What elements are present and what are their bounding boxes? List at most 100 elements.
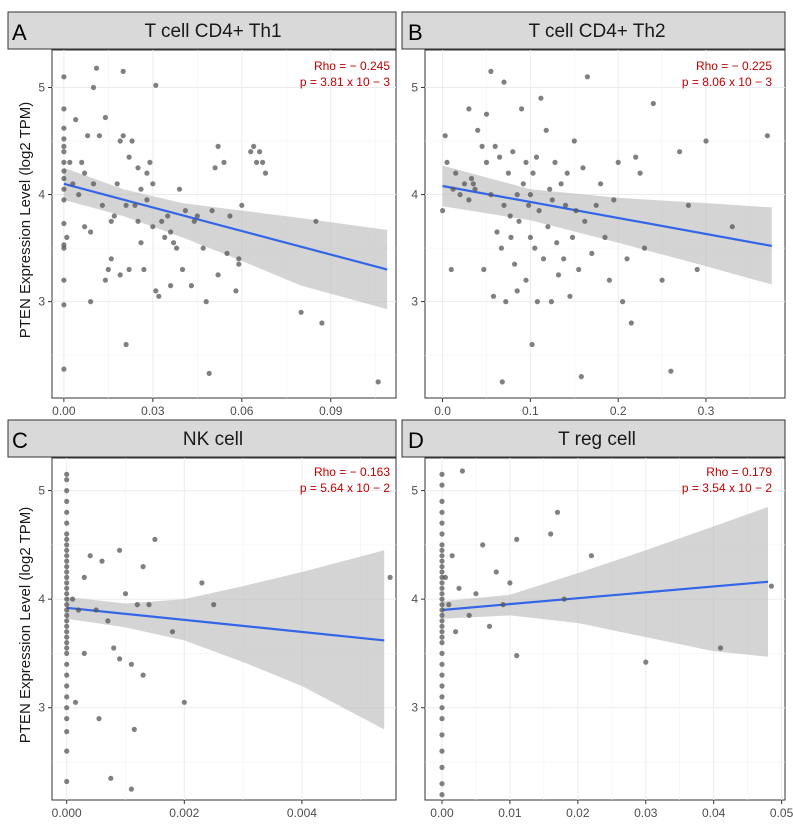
panel-d-x-tick-label: 0.03 <box>634 806 658 820</box>
panel-b-fit-line <box>442 184 773 248</box>
panel-a-data-point <box>191 218 197 224</box>
panel-b-data-point <box>532 245 538 251</box>
panel-b-data-point <box>499 379 505 385</box>
panel-a-data-point <box>120 68 126 74</box>
panel-d-data-point <box>439 520 445 526</box>
panel-a-data-point <box>262 170 269 176</box>
panel-a-data-point <box>61 143 67 149</box>
panel-c-x-tick-label: 0.002 <box>169 806 199 820</box>
panel-b-data-point <box>650 100 656 107</box>
panel-c-data-point <box>169 629 176 635</box>
panel-a-confidence-band <box>63 167 388 310</box>
panel-c-data-point <box>111 645 117 651</box>
panel-b-data-point <box>729 224 735 230</box>
panel-c-data-point <box>122 591 129 597</box>
panel-c-data-point <box>64 471 70 477</box>
panel-b-data-point <box>549 197 555 203</box>
panel-d-y-tick-label: 4 <box>411 592 418 606</box>
panel-b-data-point <box>584 74 591 80</box>
panel-c-fit-line <box>66 606 385 642</box>
panel-a-data-point <box>150 181 156 187</box>
panel-d-points <box>439 468 775 798</box>
panel-b-data-point <box>593 202 599 208</box>
panel-c-data-point <box>64 645 70 651</box>
panel-b-pvalue: p = 8.06 x 10 − 3 <box>682 75 772 89</box>
panel-b-strip <box>401 11 786 50</box>
panel-d-data-point <box>439 716 445 722</box>
panel-c-data-point <box>140 672 146 678</box>
panel-b-data-point <box>543 127 549 133</box>
panel-d-data-point <box>439 623 445 629</box>
panel-a-data-point <box>70 181 76 187</box>
panel-a-data-point <box>123 202 129 208</box>
panel-d-data-point <box>439 650 445 657</box>
panel-a-data-point <box>88 229 94 235</box>
panel-a-x-tick-label: 0.06 <box>230 404 254 418</box>
panel-d-data-point <box>439 748 445 754</box>
panel-c-data-point <box>64 716 70 722</box>
panel-b-confidence-band <box>442 165 772 285</box>
panel-b-data-point <box>526 202 532 208</box>
panel-d-data-point <box>439 683 445 689</box>
panel-c-data-point <box>64 585 70 591</box>
panel-a-data-point <box>206 370 212 376</box>
panel-b-ci-band <box>442 165 772 285</box>
panel-a-data-point <box>132 202 138 208</box>
panel-d-y-tick-label: 3 <box>411 701 418 715</box>
panel-a-data-point <box>82 224 88 230</box>
panel-a-data-point <box>224 250 230 256</box>
panel-b-data-point <box>571 138 577 144</box>
panel-a-data-point <box>138 186 144 192</box>
panel-d-data-point <box>439 634 445 640</box>
panel-c-data-point <box>75 607 82 613</box>
panel-a-data-point <box>254 159 260 165</box>
panel-a-data-point <box>102 114 108 121</box>
panel-b-data-point <box>554 240 560 246</box>
panel-a-data-point <box>99 202 105 208</box>
panel-b-data-point <box>580 165 586 171</box>
panel-c-data-point <box>146 602 152 608</box>
panel-b-data-point <box>552 159 558 165</box>
panel-b-data-point <box>628 320 634 326</box>
panel-a-data-point <box>61 106 67 112</box>
panel-c-data-point <box>181 699 187 705</box>
panel-c-rho: Rho = − 0.163 <box>314 465 390 479</box>
panel-b-data-point <box>511 261 518 267</box>
panel-b-data-point <box>545 224 551 230</box>
panel-c: C NK cell 0.000 0.002 0.004 3 4 5 Rho = − 0.1… <box>7 419 397 820</box>
panel-c-data-point <box>64 509 70 515</box>
panel-a-data-point <box>174 245 180 251</box>
panel-b-data-point <box>483 159 490 165</box>
panel-a-data-point <box>76 192 82 198</box>
panel-d-data-point <box>486 623 493 629</box>
panel-a-data-point <box>61 242 67 248</box>
panel-b-data-point <box>492 143 498 149</box>
panel-a-data-point <box>313 218 319 224</box>
panel-c-data-point <box>64 574 70 581</box>
panel-b-data-point <box>519 106 525 112</box>
panel-a-data-point <box>212 165 218 171</box>
panel-b-data-point <box>533 154 540 160</box>
panel-b-data-point <box>637 170 643 176</box>
panel-d-data-point <box>439 591 445 597</box>
panel-a-data-point <box>260 159 266 165</box>
panel-a-data-point <box>239 202 245 208</box>
panel-a-data-point <box>168 283 174 289</box>
panel-c-strip <box>7 419 397 458</box>
panel-d-data-point <box>439 781 445 787</box>
panel-a-data-point <box>88 299 94 305</box>
panel-d-data-point <box>514 653 520 659</box>
panel-c-data-point <box>64 634 70 640</box>
panel-d-x-tick-label: 0.00 <box>430 806 454 820</box>
panel-b-data-point <box>567 293 573 299</box>
panel-d-data-point <box>439 564 445 570</box>
panel-a-data-point <box>64 234 70 240</box>
panel-d-data-point <box>439 569 445 575</box>
panel-d-data-point <box>439 509 445 515</box>
panel-a-data-point <box>105 266 111 273</box>
panel-d-data-point <box>439 612 445 619</box>
panel-a-data-point <box>375 379 381 385</box>
panel-c-data-point <box>64 498 70 504</box>
panel-b-data-point <box>641 245 648 251</box>
panel-c-data-point <box>211 602 217 608</box>
